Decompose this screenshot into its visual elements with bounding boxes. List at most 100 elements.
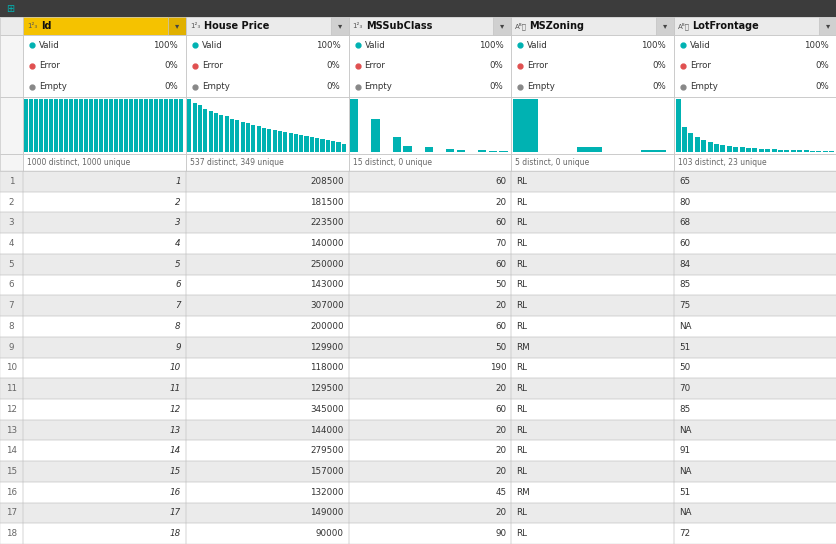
Bar	[348, 35, 511, 97]
Bar	[23, 35, 186, 97]
Bar	[23, 378, 186, 399]
Bar	[673, 316, 836, 337]
Text: 1000 distinct, 1000 unique: 1000 distinct, 1000 unique	[27, 158, 130, 167]
Bar	[673, 378, 836, 399]
Bar	[186, 399, 348, 419]
Bar	[304, 136, 308, 152]
Bar	[511, 441, 673, 461]
Bar	[655, 17, 673, 35]
Text: 60: 60	[495, 218, 506, 227]
Bar	[758, 149, 763, 152]
Text: NA: NA	[678, 322, 691, 331]
Text: 0%: 0%	[327, 82, 340, 91]
Text: 0%: 0%	[814, 82, 828, 91]
Bar	[23, 482, 186, 503]
Bar	[673, 254, 836, 275]
Text: 0%: 0%	[652, 82, 665, 91]
Bar	[39, 99, 43, 152]
Text: 0%: 0%	[164, 61, 177, 71]
Text: 1²₃: 1²₃	[352, 23, 362, 29]
Text: House Price: House Price	[203, 21, 269, 31]
Bar	[203, 109, 207, 152]
Bar	[99, 99, 103, 152]
Text: 50: 50	[678, 363, 690, 372]
Bar	[511, 17, 673, 35]
Bar	[348, 503, 511, 523]
Bar	[348, 97, 511, 154]
Text: 157000: 157000	[309, 467, 344, 476]
Text: Empty: Empty	[201, 82, 229, 91]
Bar	[771, 150, 776, 152]
Bar	[110, 99, 113, 152]
Bar	[348, 275, 511, 295]
Bar	[673, 171, 836, 191]
Bar	[673, 35, 836, 97]
Bar	[120, 99, 123, 152]
Bar	[144, 99, 148, 152]
Bar	[0, 171, 23, 191]
Text: 8: 8	[8, 322, 14, 331]
Text: Error: Error	[39, 61, 60, 71]
Text: NA: NA	[678, 467, 691, 476]
Bar	[186, 97, 348, 154]
Text: 18: 18	[170, 529, 181, 538]
Bar	[192, 103, 196, 152]
Bar	[828, 151, 833, 152]
Bar	[0, 378, 23, 399]
Bar	[673, 441, 836, 461]
Text: 70: 70	[678, 384, 690, 393]
Bar	[673, 399, 836, 419]
Bar	[23, 191, 186, 213]
Bar	[257, 126, 260, 152]
Bar	[0, 523, 23, 544]
Bar	[511, 316, 673, 337]
Bar	[511, 213, 673, 233]
Bar	[673, 461, 836, 482]
Bar	[0, 17, 23, 35]
Bar	[348, 482, 511, 503]
Bar	[456, 150, 464, 152]
Bar	[511, 295, 673, 316]
Bar	[315, 138, 319, 152]
Text: Valid: Valid	[690, 41, 710, 50]
Bar	[246, 123, 250, 152]
Bar	[809, 151, 814, 152]
Bar	[511, 523, 673, 544]
Text: 60: 60	[495, 322, 506, 331]
Text: 3: 3	[175, 218, 181, 227]
Text: RM: RM	[516, 487, 529, 497]
Bar	[348, 213, 511, 233]
Bar	[511, 503, 673, 523]
Bar	[673, 316, 836, 337]
Text: 345000: 345000	[309, 405, 344, 414]
Bar	[694, 137, 699, 152]
Text: NA: NA	[678, 509, 691, 517]
Bar	[44, 99, 48, 152]
Bar	[23, 441, 186, 461]
Bar	[0, 337, 23, 357]
Bar	[135, 99, 138, 152]
Bar	[0, 97, 23, 154]
Text: 20: 20	[495, 301, 506, 310]
Text: ▾: ▾	[825, 22, 829, 30]
Bar	[186, 35, 348, 97]
Bar	[511, 154, 673, 171]
Bar	[348, 441, 511, 461]
Bar	[511, 419, 673, 441]
Bar	[822, 151, 827, 152]
Bar	[23, 17, 186, 35]
Bar	[511, 97, 673, 154]
Bar	[0, 35, 23, 97]
Text: 1²₃: 1²₃	[27, 23, 37, 29]
Bar	[23, 503, 186, 523]
Text: 14: 14	[6, 446, 17, 455]
Bar	[348, 461, 511, 482]
Bar	[655, 17, 673, 35]
Text: 100%: 100%	[478, 41, 502, 50]
Bar	[0, 357, 23, 378]
Text: 0%: 0%	[652, 61, 665, 71]
Bar	[446, 149, 454, 152]
Bar	[0, 503, 23, 523]
Bar	[23, 17, 186, 35]
Bar	[186, 254, 348, 275]
